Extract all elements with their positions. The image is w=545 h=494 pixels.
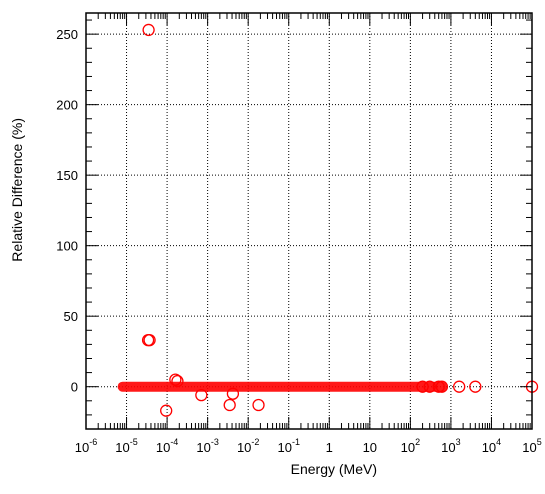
x-axis-title: Energy (MeV) <box>291 461 377 477</box>
x-tick-label: 10-6 <box>75 437 97 455</box>
x-tick-label: 103 <box>441 437 460 455</box>
x-tick-label: 10-2 <box>237 437 259 455</box>
data-point <box>169 373 182 386</box>
y-axis-title: Relative Difference (%) <box>9 118 25 262</box>
y-tick-label: 200 <box>56 98 78 113</box>
data-point <box>223 398 236 412</box>
x-tick-label: 10-3 <box>196 437 218 455</box>
data-point <box>143 334 156 347</box>
x-tick-label: 10-4 <box>156 437 178 455</box>
data-point <box>435 380 449 393</box>
x-tick-label: 10-1 <box>277 437 299 455</box>
data-point <box>171 374 184 388</box>
y-tick-label: 150 <box>56 168 78 183</box>
data-point <box>469 380 482 393</box>
data-point <box>416 380 429 393</box>
y-tick-label: 50 <box>64 309 78 324</box>
x-tick-label: 10 <box>363 440 377 455</box>
data-point <box>142 23 155 37</box>
x-tick-label: 105 <box>522 437 541 455</box>
dense-data-band <box>117 381 447 392</box>
data-point <box>195 389 208 402</box>
x-axis-ticks: 10-6 10-5 10-4 10-3 10-2 10-1 1 10 102 103 104 105 <box>75 13 542 455</box>
y-axis-ticks: 0 50 100 150 200 250 <box>56 19 532 430</box>
grid-lines <box>86 13 532 429</box>
plot-frame <box>85 12 533 430</box>
data-point <box>160 404 173 417</box>
x-tick-label: 10-5 <box>115 437 137 455</box>
x-tick-label: 102 <box>401 437 420 455</box>
y-tick-label: 250 <box>56 27 78 42</box>
dense-band-fill <box>117 381 447 392</box>
data-point <box>423 380 436 393</box>
y-tick-label: 0 <box>71 380 78 395</box>
data-point <box>252 398 265 412</box>
x-tick-label: 1 <box>326 440 333 455</box>
data-point <box>432 380 445 393</box>
y-tick-label: 100 <box>56 239 78 254</box>
data-point <box>226 387 240 400</box>
data-points <box>141 23 539 417</box>
data-point <box>453 380 466 393</box>
x-tick-label: 104 <box>482 437 501 455</box>
